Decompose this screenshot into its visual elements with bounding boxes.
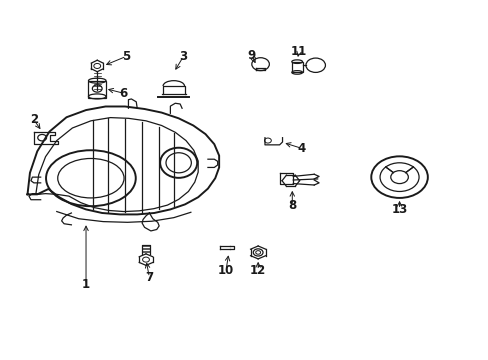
Text: 5: 5 xyxy=(122,50,130,63)
Text: 13: 13 xyxy=(390,203,407,216)
Text: 10: 10 xyxy=(217,264,234,277)
Text: 6: 6 xyxy=(119,87,127,100)
Text: 8: 8 xyxy=(287,199,296,212)
Text: 3: 3 xyxy=(179,50,187,63)
Text: 2: 2 xyxy=(30,113,38,126)
Text: 9: 9 xyxy=(247,49,255,62)
Text: 7: 7 xyxy=(145,271,153,284)
Text: 11: 11 xyxy=(290,45,306,58)
Text: 1: 1 xyxy=(82,278,90,291)
Text: 4: 4 xyxy=(297,142,305,155)
Text: 12: 12 xyxy=(249,264,266,277)
